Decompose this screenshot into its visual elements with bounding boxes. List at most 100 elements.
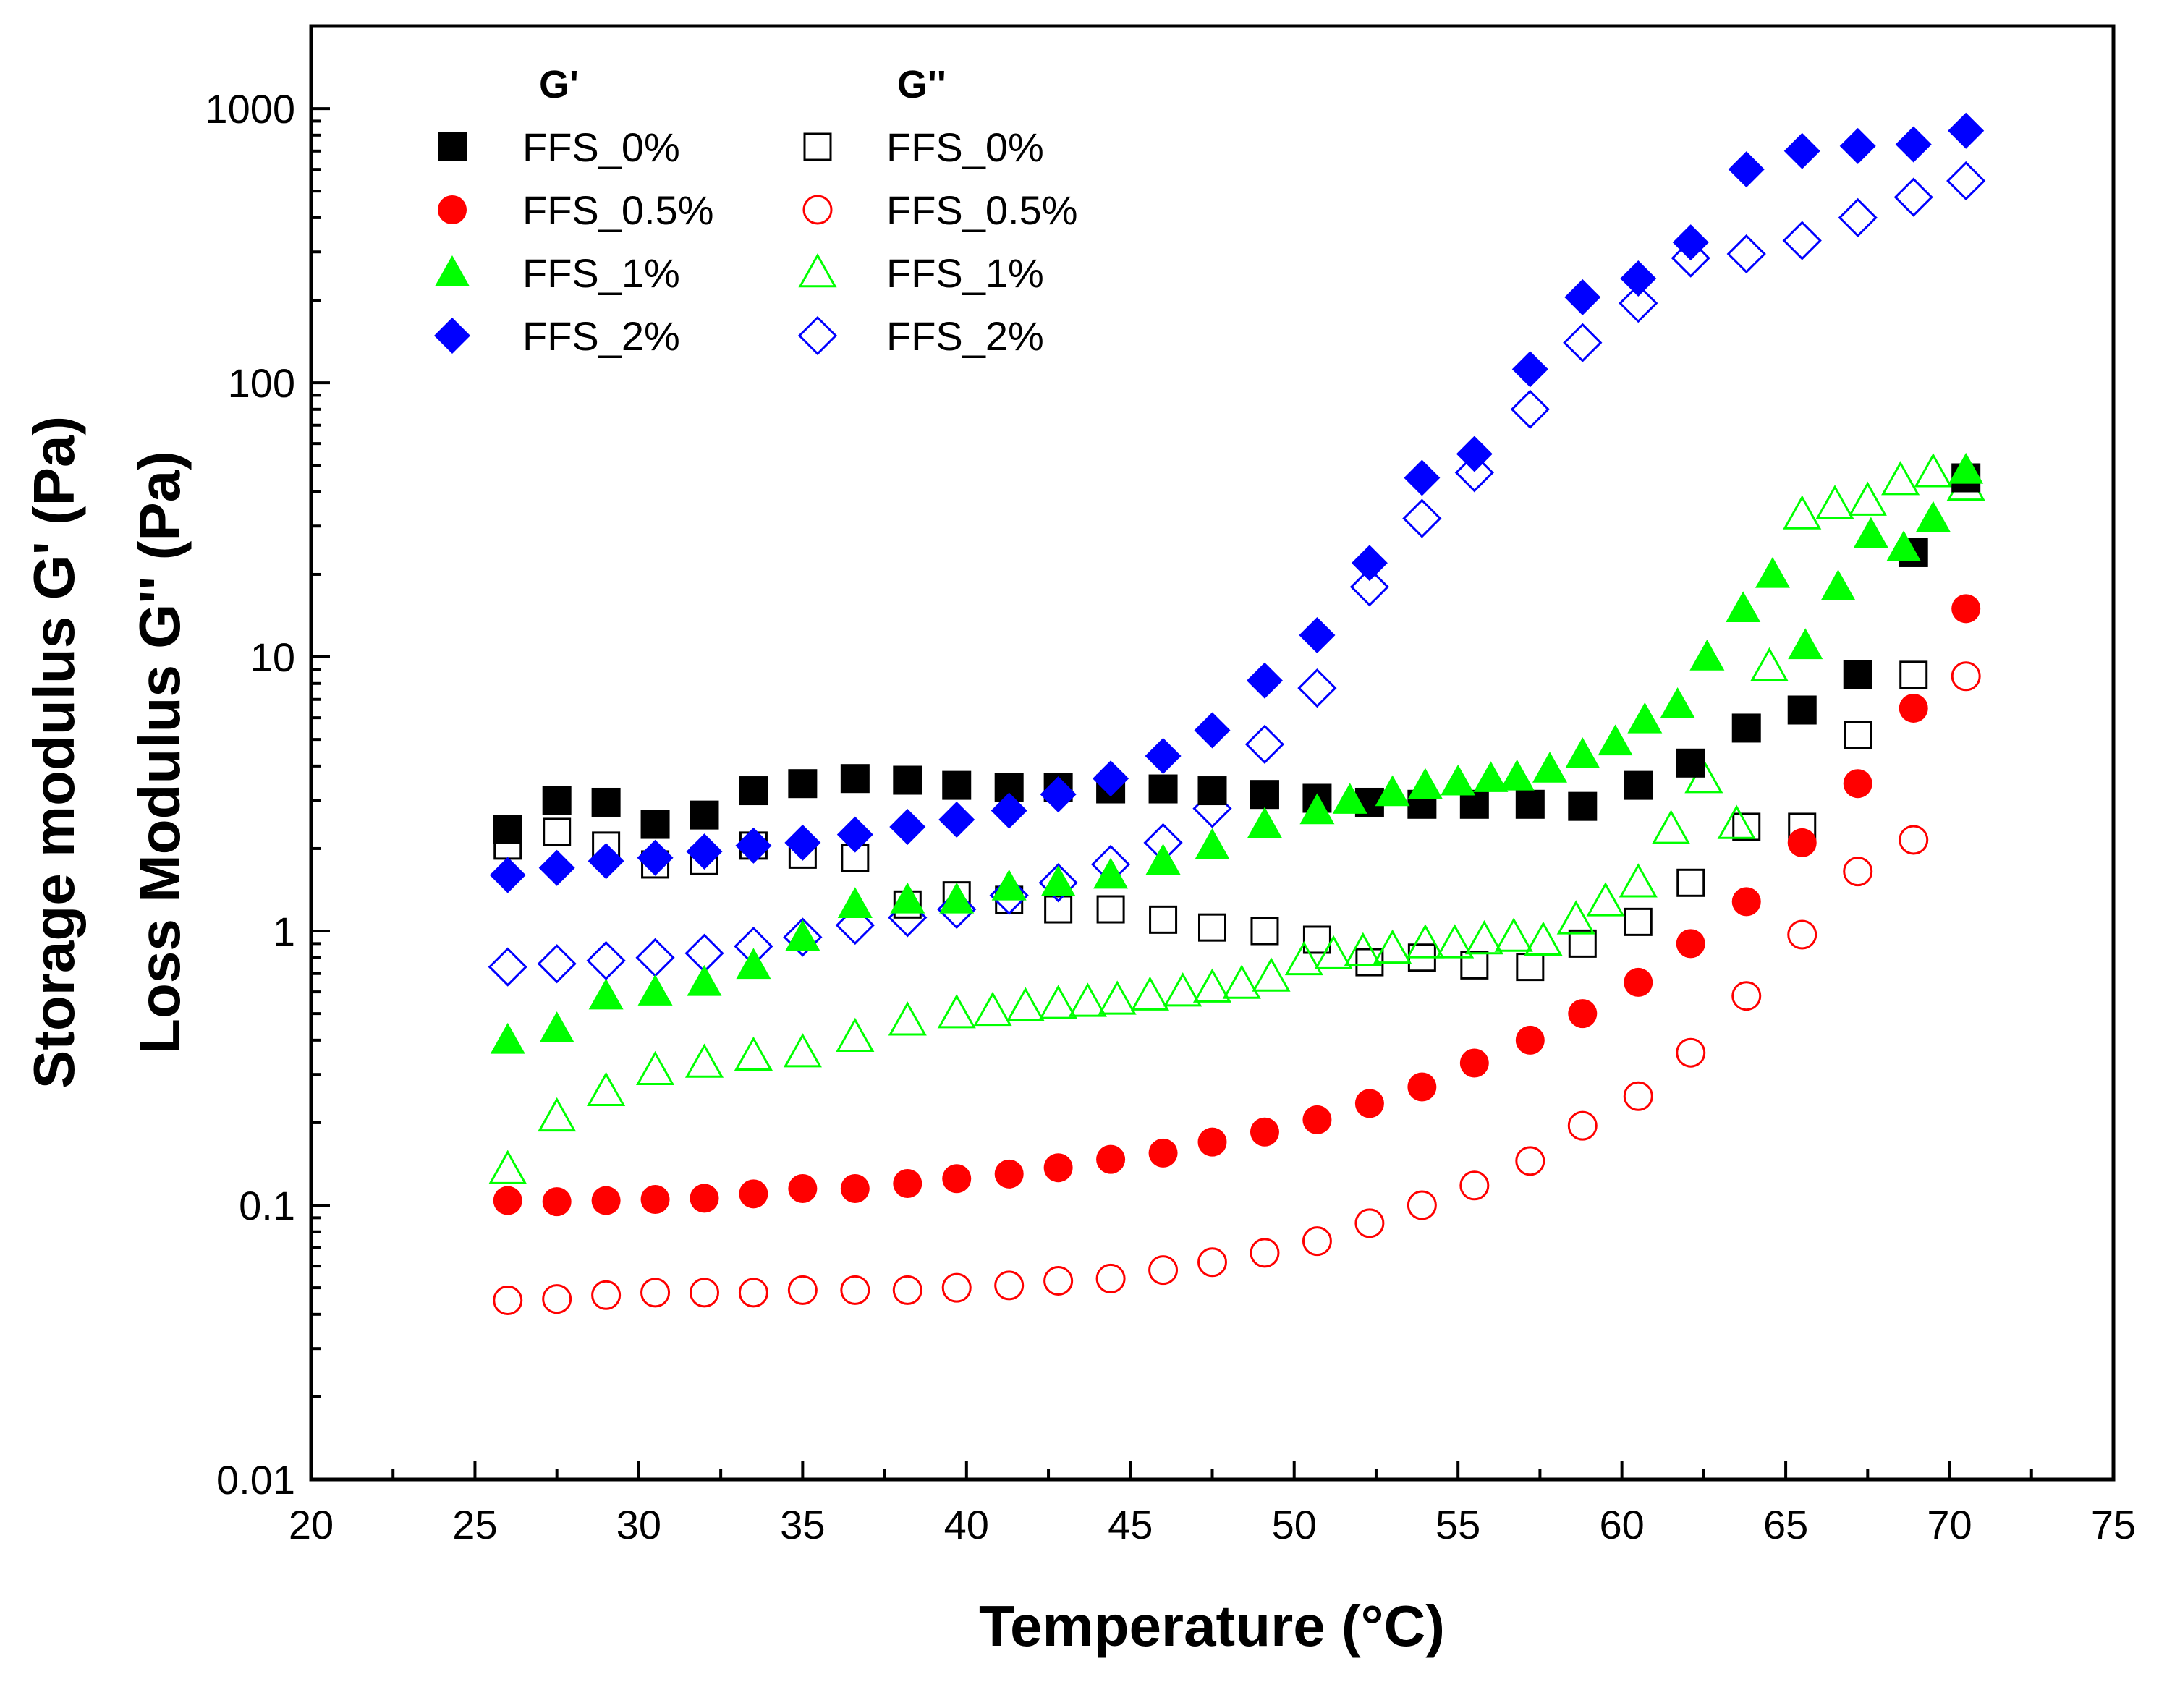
- legend-label-g2-ffs-2: FFS_2%: [886, 313, 1044, 359]
- point-storage-ffs-0-5-circle: [1407, 1072, 1437, 1102]
- point-loss-ffs-0-5-circle: [1676, 1037, 1706, 1068]
- point-storage-ffs-2-diamond: [637, 839, 674, 876]
- legend-marker-loss-diamond: [797, 315, 838, 356]
- point-loss-ffs-1-triangle: [587, 1071, 626, 1106]
- legend-markers: [434, 132, 838, 356]
- point-loss-ffs-1-triangle: [1406, 924, 1445, 959]
- point-loss-ffs-2-diamond: [1893, 177, 1933, 217]
- point-loss-ffs-0-5-circle: [1951, 661, 1981, 692]
- point-storage-ffs-1-triangle: [1473, 761, 1509, 792]
- point-loss-ffs-2-diamond: [537, 944, 577, 984]
- point-storage-ffs-0-5-circle: [1843, 769, 1872, 799]
- point-storage-ffs-0-5-circle: [1250, 1117, 1279, 1147]
- point-loss-ffs-0-5-circle: [1567, 1110, 1598, 1141]
- point-storage-ffs-2-diamond: [1511, 351, 1548, 388]
- point-loss-ffs-1-triangle: [1494, 917, 1533, 952]
- point-storage-ffs-2-diamond: [588, 843, 624, 880]
- point-storage-ffs-0-5-circle: [1787, 828, 1817, 857]
- point-storage-ffs-1-triangle: [939, 882, 975, 914]
- point-storage-ffs-1-triangle: [1441, 764, 1476, 796]
- point-storage-ffs-1-triangle: [1755, 556, 1790, 588]
- point-loss-ffs-1-triangle: [1652, 810, 1691, 844]
- point-storage-ffs-2-diamond: [1620, 260, 1657, 297]
- point-storage-ffs-1-triangle: [1040, 865, 1076, 897]
- point-loss-ffs-2-diamond: [1038, 863, 1078, 903]
- point-loss-ffs-1-triangle: [1314, 935, 1353, 969]
- legend-marker-loss-square: [803, 132, 832, 161]
- point-loss-ffs-1-triangle: [1130, 976, 1170, 1011]
- point-loss-ffs-1-triangle: [783, 1033, 822, 1068]
- point-storage-ffs-1-triangle: [1853, 517, 1888, 548]
- point-storage-ffs-0-5-circle: [542, 1187, 572, 1217]
- point-loss-ffs-1-triangle: [1373, 929, 1412, 964]
- point-loss-ffs-1-triangle: [836, 1017, 875, 1053]
- point-storage-ffs-0-square: [1731, 713, 1761, 743]
- point-storage-ffs-0-5-circle: [1568, 999, 1598, 1029]
- point-loss-ffs-0-5-circle: [840, 1275, 870, 1305]
- x-tick-label: 50: [1272, 1502, 1317, 1547]
- point-storage-ffs-2-diamond: [784, 824, 821, 861]
- point-loss-ffs-0-5-circle: [1623, 1081, 1653, 1111]
- point-loss-ffs-0-5-circle: [738, 1278, 768, 1308]
- point-storage-ffs-1-triangle: [1332, 783, 1367, 814]
- point-loss-ffs-0-5-circle: [892, 1275, 922, 1305]
- point-storage-ffs-0-square: [493, 815, 522, 844]
- x-tick-label: 70: [1927, 1502, 1972, 1547]
- point-storage-ffs-0-5-circle: [994, 1159, 1024, 1189]
- point-storage-ffs-2-diamond: [686, 833, 723, 870]
- point-storage-ffs-0-5-circle: [1197, 1127, 1227, 1157]
- point-storage-ffs-0-square: [640, 810, 670, 839]
- x-tick-label: 40: [944, 1502, 989, 1547]
- point-loss-ffs-0-5-circle: [493, 1285, 523, 1315]
- point-storage-ffs-0-square: [1787, 695, 1817, 725]
- legend-label-g2-ffs-1: FFS_1%: [886, 250, 1044, 296]
- x-tick-label: 55: [1435, 1502, 1480, 1547]
- point-loss-ffs-1-triangle: [734, 1036, 773, 1071]
- point-storage-ffs-0-5-circle: [1515, 1025, 1545, 1055]
- point-storage-ffs-0-square: [542, 786, 572, 815]
- y-tick-label: 1: [273, 909, 295, 954]
- point-storage-ffs-2-diamond: [1351, 545, 1388, 582]
- point-loss-ffs-2-diamond: [1402, 498, 1442, 538]
- point-storage-ffs-1-triangle: [539, 1011, 574, 1042]
- point-storage-ffs-1-triangle: [785, 919, 820, 951]
- point-storage-ffs-1-triangle: [1407, 768, 1443, 799]
- point-loss-ffs-0-5-circle: [689, 1278, 719, 1308]
- point-loss-ffs-1-triangle: [1783, 495, 1822, 530]
- legend-header-g2: G'': [897, 63, 946, 106]
- point-storage-ffs-1-triangle: [1145, 844, 1181, 875]
- point-storage-ffs-2-diamond: [938, 801, 975, 838]
- data-points: [488, 112, 1986, 1315]
- point-loss-ffs-0-square: [1732, 812, 1761, 841]
- point-storage-ffs-2-diamond: [1456, 436, 1493, 472]
- point-storage-ffs-1-triangle: [1627, 702, 1663, 734]
- point-loss-ffs-2-diamond: [1510, 389, 1550, 429]
- point-storage-ffs-2-diamond: [1246, 662, 1283, 699]
- point-loss-ffs-1-triangle: [1222, 964, 1261, 999]
- point-storage-ffs-1-triangle: [991, 869, 1027, 901]
- point-loss-ffs-1-triangle: [1435, 924, 1475, 959]
- legend-marker-loss-triangle: [798, 252, 837, 288]
- point-loss-ffs-0-square: [1149, 905, 1178, 934]
- point-storage-ffs-2-diamond: [1948, 112, 1985, 149]
- point-storage-ffs-1-triangle: [736, 948, 771, 980]
- legend-label-g1-ffs-0: FFS_0%: [522, 124, 680, 170]
- point-loss-ffs-1-triangle: [1815, 485, 1854, 519]
- point-loss-ffs-0-5-circle: [1899, 825, 1929, 855]
- point-loss-ffs-1-triangle: [1098, 980, 1137, 1015]
- point-storage-ffs-0-square: [1197, 776, 1227, 806]
- y-tick-label: 0.1: [239, 1183, 295, 1228]
- x-tick-label: 75: [2091, 1502, 2136, 1547]
- point-loss-ffs-0-5-circle: [787, 1275, 818, 1305]
- point-loss-ffs-0-square: [1568, 929, 1597, 958]
- point-storage-ffs-0-5-circle: [840, 1174, 870, 1204]
- point-storage-ffs-2-diamond: [889, 808, 926, 845]
- point-loss-ffs-0-square: [1198, 913, 1226, 942]
- point-loss-ffs-0-5-circle: [1095, 1263, 1126, 1293]
- point-storage-ffs-2-diamond: [1093, 760, 1129, 797]
- point-storage-ffs-0-square: [788, 769, 818, 799]
- point-storage-ffs-0-5-circle: [591, 1186, 621, 1215]
- x-tick-label: 35: [780, 1502, 825, 1547]
- point-storage-ffs-0-5-circle: [1951, 594, 1981, 624]
- legend-header-g1: G': [539, 63, 579, 106]
